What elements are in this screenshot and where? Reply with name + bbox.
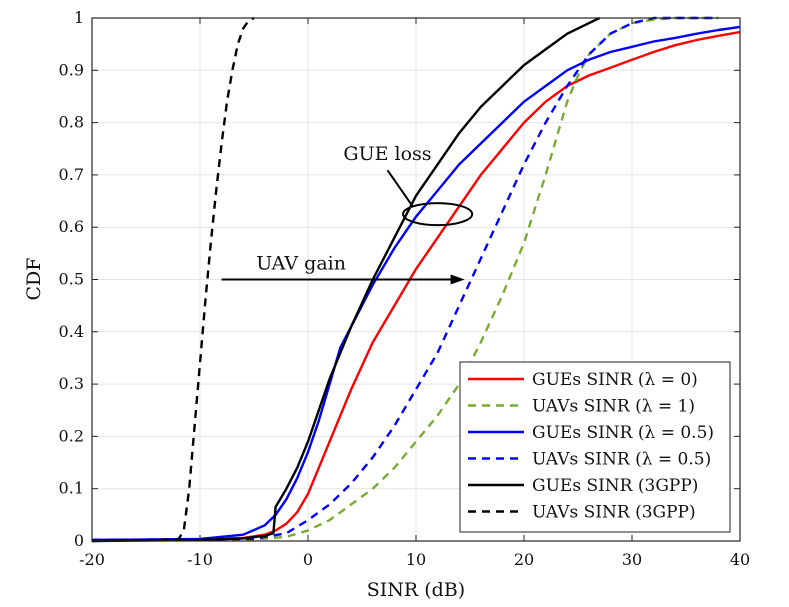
- x-axis-label: SINR (dB): [367, 579, 465, 601]
- series-line-1: [91, 16, 719, 542]
- gue-loss-pointer: [386, 169, 414, 208]
- y-tick-label: 0.8: [59, 113, 84, 132]
- series-line-3: [91, 16, 719, 542]
- y-tick-label: 1: [74, 8, 84, 27]
- tick-marks: [91, 17, 741, 542]
- uav-gain-label: UAV gain: [256, 253, 346, 275]
- legend: GUEs SINR (λ = 0) UAVs SINR (λ = 1) GUEs S…: [459, 361, 731, 533]
- legend-label-5: UAVs SINR (3GPP): [532, 503, 696, 523]
- y-axis-label: CDF: [23, 258, 45, 301]
- legend-label-3: UAVs SINR (λ = 0.5): [532, 450, 711, 470]
- y-tick-label: 0: [74, 531, 84, 550]
- legend-label-1: UAVs SINR (λ = 1): [532, 397, 695, 417]
- x-tick-label: -10: [187, 550, 213, 569]
- x-tick-label: 30: [622, 550, 642, 569]
- x-tick-label: 10: [406, 550, 426, 569]
- legend-label-0: GUEs SINR (λ = 0): [532, 370, 698, 390]
- y-tick-label: 0.7: [59, 165, 84, 184]
- y-tick-label: 0.4: [59, 322, 84, 341]
- y-tick-label: 0.2: [59, 426, 84, 445]
- y-tick-label: 0.6: [59, 217, 84, 236]
- y-tick-label: 0.5: [59, 270, 84, 289]
- series-line-4: [91, 16, 601, 543]
- x-tick-label: 0: [303, 550, 313, 569]
- series-line-5: [91, 16, 255, 543]
- gue-loss-label: GUE loss: [343, 143, 431, 165]
- y-tick-label: 0.3: [59, 374, 84, 393]
- x-tick-label: 40: [730, 550, 750, 569]
- tick-labels: -20 -10 0 10 20 30 40 0 0.1 0.2 0.3 0.4 0.5 0.6 0.7 0.8…: [59, 8, 751, 569]
- uav-gain-arrowhead: [450, 274, 465, 285]
- annotations: GUE loss UAV gain: [221, 143, 474, 285]
- x-tick-label: -20: [79, 550, 105, 569]
- y-tick-label: 0.1: [59, 479, 84, 498]
- legend-label-4: GUEs SINR (3GPP): [532, 476, 698, 496]
- series-line-2: [91, 25, 741, 542]
- series-line-0: [91, 30, 741, 542]
- x-tick-label: 20: [514, 550, 534, 569]
- series-group: [91, 16, 741, 543]
- y-tick-label: 0.9: [59, 60, 84, 79]
- legend-label-2: GUEs SINR (λ = 0.5): [532, 423, 714, 443]
- gue-loss-ellipse: [402, 202, 474, 227]
- legend-box: [459, 361, 731, 533]
